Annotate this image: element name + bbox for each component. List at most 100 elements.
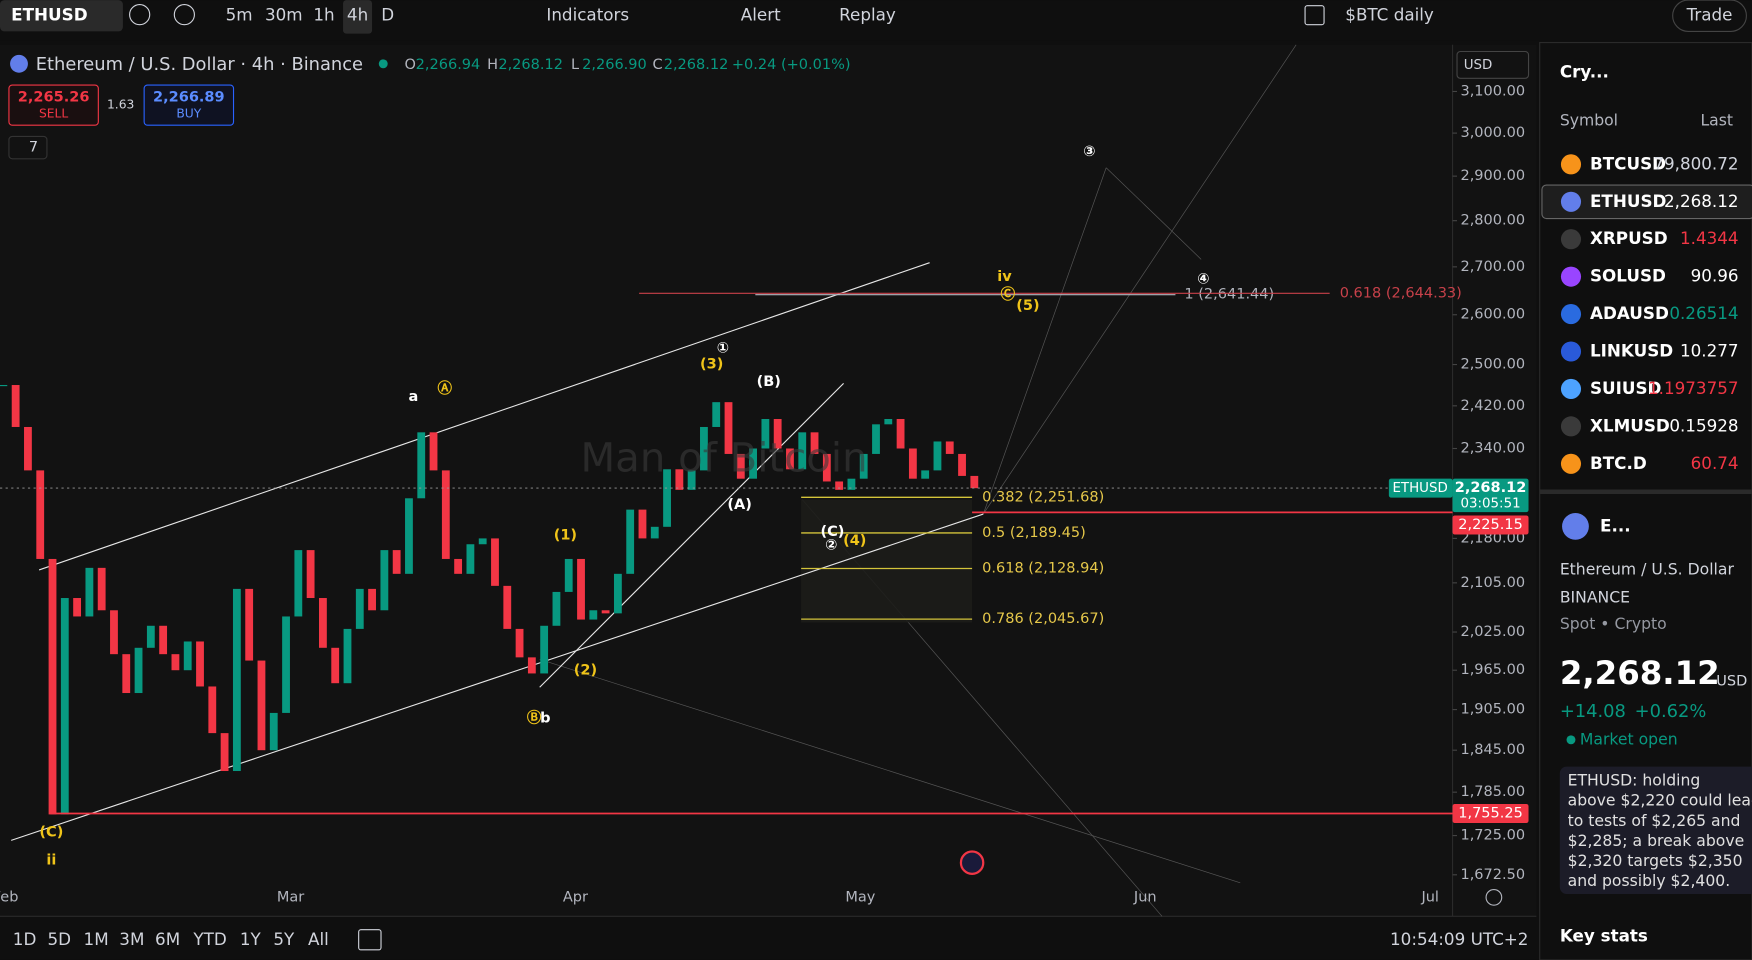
candle [429, 432, 438, 471]
watch-last[interactable]: 90.96 [1691, 266, 1739, 286]
candle [380, 550, 389, 611]
range-button[interactable]: 5Y [273, 929, 295, 949]
symbol-box[interactable] [0, 0, 123, 32]
candle [134, 647, 143, 694]
range-button[interactable]: 1M [84, 929, 109, 949]
interval-button[interactable]: 30m [265, 5, 303, 25]
watch-symbol[interactable]: ADAUSD [1590, 303, 1669, 323]
watch-last[interactable]: 60.74 [1691, 453, 1739, 473]
trade-box[interactable] [1672, 0, 1747, 32]
candle [503, 585, 512, 629]
watch-last[interactable]: 1.4344 [1680, 228, 1739, 248]
range-button[interactable]: 1Y [240, 929, 262, 949]
watch-symbol[interactable]: XLMUSD [1590, 415, 1670, 435]
last-price: 2,268.12 [1455, 480, 1527, 496]
candle [257, 660, 266, 751]
buy-label[interactable]: BUY [176, 107, 201, 121]
symbol-icon [1560, 341, 1582, 362]
interval-button[interactable]: 5m [226, 5, 253, 25]
wave-label: (C) [39, 825, 63, 841]
range-button[interactable]: 3M [119, 929, 144, 949]
watch-last[interactable]: 0.26514 [1669, 303, 1738, 323]
y-tick-label: 2,340.00 [1460, 440, 1525, 456]
watch-symbol[interactable]: SUIUSD [1590, 378, 1662, 398]
candle [478, 538, 487, 545]
candle [527, 657, 536, 674]
watch-last[interactable]: 0.15928 [1669, 415, 1738, 435]
range-button[interactable]: All [308, 929, 329, 949]
candle [122, 654, 131, 694]
watch-symbol[interactable]: BTC.D [1590, 453, 1647, 473]
buy-price[interactable]: 2,266.89 [153, 89, 225, 105]
y-tick-label: 2,700.00 [1460, 259, 1525, 275]
range-button[interactable]: 5D [47, 929, 71, 949]
candle [687, 470, 696, 490]
currency-box[interactable] [1456, 50, 1530, 79]
range-button[interactable]: 1D [13, 929, 37, 949]
sell-box[interactable] [8, 84, 99, 126]
last-price-tag [1452, 478, 1529, 513]
sell-price[interactable]: 2,265.26 [18, 89, 90, 105]
watch-last[interactable]: 1.1973757 [1648, 378, 1739, 398]
y-tick-label: 2,600.00 [1460, 307, 1525, 323]
icon [173, 4, 195, 26]
interval-button[interactable]: 1h [313, 5, 334, 25]
target-label: 1 (2,641.44) [1184, 287, 1274, 303]
interval-button[interactable]: 4h [347, 5, 368, 25]
symbol-icon [1560, 378, 1582, 399]
candle [810, 432, 819, 454]
wave-label: (1) [554, 527, 577, 543]
watch-last[interactable]: 2,268.12 [1664, 191, 1739, 211]
indicator-toggle[interactable] [8, 135, 48, 160]
watch-symbol[interactable]: SOLUSD [1590, 266, 1666, 286]
currency-selector[interactable]: USD [1464, 58, 1493, 73]
top-toolbar [0, 0, 1752, 41]
wave-label: (4) [843, 533, 866, 549]
ohlc-key: O [404, 57, 415, 73]
event-icon[interactable] [959, 850, 985, 875]
range-button[interactable]: 6M [155, 929, 180, 949]
candle [319, 598, 327, 648]
candle [638, 509, 647, 539]
active-interval[interactable] [343, 0, 373, 34]
candle [97, 567, 106, 611]
watch-symbol[interactable]: XRPUSD [1590, 228, 1668, 248]
buy-box[interactable] [143, 84, 235, 126]
watch-last[interactable]: 10.277 [1680, 341, 1739, 361]
candle [650, 526, 659, 539]
watch-symbol[interactable]: ETHUSD [1590, 191, 1667, 211]
candle [958, 453, 966, 476]
sell-label[interactable]: SELL [39, 107, 68, 121]
x-tick-label: Apr [563, 889, 588, 905]
candle [736, 453, 745, 479]
watch-symbol[interactable]: BTCUSD [1590, 153, 1666, 173]
candle [282, 616, 290, 713]
layout-icon [1304, 5, 1325, 26]
replay-button[interactable]: Replay [839, 5, 896, 25]
watch-symbol[interactable]: LINKUSD [1590, 341, 1673, 361]
wave-label: Ⓐ [437, 379, 452, 397]
candle [798, 432, 807, 470]
candle [822, 453, 831, 482]
symbol-icon [1560, 229, 1582, 250]
ohlc-key: H [487, 57, 498, 73]
selected-row[interactable] [1541, 184, 1752, 220]
details-price: 2,268.12 [1560, 654, 1720, 692]
watch-last[interactable]: 79,800.72 [1653, 153, 1738, 173]
indicators-button[interactable]: Indicators [546, 5, 629, 25]
candle [761, 419, 770, 449]
candle [196, 641, 204, 687]
layout-name[interactable]: $BTC daily [1345, 5, 1434, 25]
insight-line: $2,285; a break above [1568, 831, 1745, 850]
watchlist-title[interactable]: Cry... [1560, 62, 1609, 82]
trade-button[interactable]: Trade [1686, 5, 1733, 25]
interval-button[interactable]: D [381, 5, 394, 25]
calendar-icon[interactable] [358, 929, 382, 951]
range-button[interactable]: YTD [192, 929, 226, 949]
symbol[interactable]: ETHUSD [11, 5, 88, 25]
ohlc-key: L [571, 57, 580, 73]
indicator-count[interactable]: 7 [29, 140, 38, 156]
alert-button[interactable]: Alert [741, 5, 781, 25]
candle [405, 498, 413, 574]
settings-icon[interactable] [1485, 888, 1503, 906]
